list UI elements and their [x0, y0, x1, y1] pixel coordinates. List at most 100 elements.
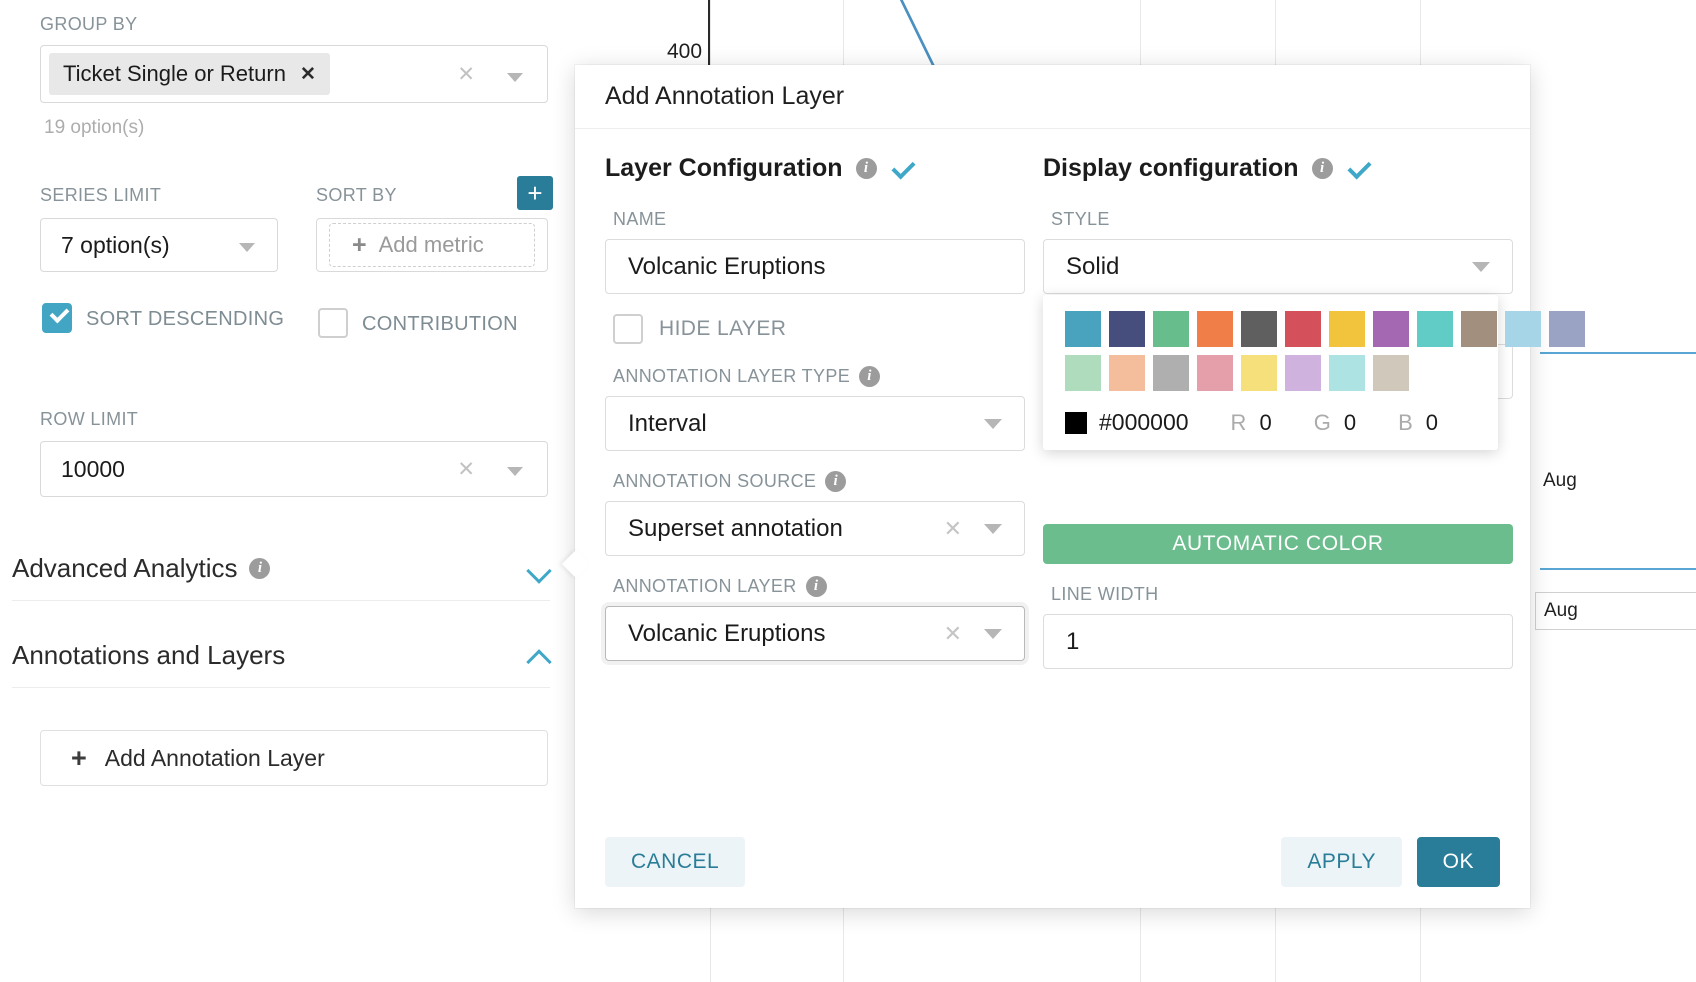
display-configuration-title: Display configuration: [1043, 154, 1299, 182]
color-swatch-pastel-0[interactable]: [1065, 355, 1101, 391]
color-swatch-pastel-6[interactable]: [1329, 355, 1365, 391]
color-swatch-primary-11[interactable]: [1549, 311, 1585, 347]
series-limit-select[interactable]: 7 option(s): [40, 218, 278, 272]
annotation-source-label: ANNOTATION SOURCE: [613, 471, 817, 491]
annotation-layer-value: Volcanic Eruptions: [628, 619, 826, 647]
color-swatch-primary-10[interactable]: [1505, 311, 1541, 347]
checkbox-icon[interactable]: [42, 303, 72, 333]
group-by-select[interactable]: Ticket Single or Return ✕ ✕: [40, 45, 548, 103]
annotation-layer-type-select[interactable]: Interval: [605, 396, 1025, 451]
rgb-red-group: R 0: [1231, 410, 1272, 436]
color-swatch-icon: [1065, 411, 1087, 434]
color-swatch-row-pastel[interactable]: [1043, 355, 1498, 399]
color-swatch-pastel-3[interactable]: [1197, 355, 1233, 391]
add-metric-dropzone[interactable]: + Add metric: [329, 223, 535, 267]
info-icon[interactable]: i: [859, 366, 881, 387]
info-icon[interactable]: i: [249, 558, 271, 579]
color-swatch-primary-4[interactable]: [1241, 311, 1277, 347]
color-swatch-pastel-5[interactable]: [1285, 355, 1321, 391]
rgb-red-label: R: [1230, 409, 1247, 435]
hide-layer-checkbox-row[interactable]: HIDE LAYER: [613, 314, 1025, 344]
row-limit-select[interactable]: 10000 ✕: [40, 441, 548, 497]
annotation-source-select[interactable]: Superset annotation ✕: [605, 501, 1025, 556]
color-swatch-primary-6[interactable]: [1329, 311, 1365, 347]
selected-hex-value: #000000: [1099, 409, 1189, 435]
color-picker-popover[interactable]: #000000 R 0 G 0 B 0: [1043, 295, 1585, 450]
apply-button[interactable]: APPLY: [1281, 837, 1402, 887]
line-width-input[interactable]: 1: [1043, 614, 1513, 669]
caret-down-icon[interactable]: [984, 523, 1002, 534]
close-icon[interactable]: ✕: [457, 62, 475, 86]
close-icon[interactable]: ✕: [943, 515, 962, 541]
close-icon[interactable]: ✕: [299, 63, 316, 85]
caret-down-icon[interactable]: [239, 243, 255, 252]
color-swatch-pastel-7[interactable]: [1373, 355, 1409, 391]
group-by-option-hint: 19 option(s): [44, 117, 145, 138]
color-swatch-primary-3[interactable]: [1197, 311, 1233, 347]
annotation-layer-label: ANNOTATION LAYER: [613, 576, 797, 596]
info-icon[interactable]: i: [805, 576, 827, 597]
layer-configuration-title: Layer Configuration: [605, 154, 843, 182]
series-limit-label: SERIES LIMIT: [40, 185, 162, 205]
color-swatch-primary-0[interactable]: [1065, 311, 1101, 347]
sort-by-select[interactable]: + Add metric: [316, 218, 548, 272]
sort-descending-checkbox-row[interactable]: SORT DESCENDING: [42, 303, 292, 335]
close-icon[interactable]: ✕: [943, 620, 962, 646]
add-sort-by-button[interactable]: +: [517, 176, 553, 210]
color-swatch-primary-7[interactable]: [1373, 311, 1409, 347]
checkbox-icon[interactable]: [318, 308, 348, 338]
rgb-green-group: G 0: [1314, 410, 1356, 436]
row-limit-value: 10000: [61, 455, 125, 482]
color-swatch-primary-1[interactable]: [1109, 311, 1145, 347]
layer-configuration-column: Layer Configuration i NAME Volcanic Erup…: [605, 129, 1025, 681]
color-swatch-primary-5[interactable]: [1285, 311, 1321, 347]
plus-icon: +: [71, 742, 87, 773]
caret-down-icon[interactable]: [1472, 261, 1490, 272]
plus-icon: +: [352, 230, 367, 259]
ok-button[interactable]: OK: [1416, 837, 1500, 887]
info-icon[interactable]: i: [825, 471, 847, 492]
sort-descending-label: SORT DESCENDING: [86, 308, 285, 330]
caret-down-icon[interactable]: [984, 418, 1002, 429]
annotation-layer-type-label: ANNOTATION LAYER TYPE: [613, 366, 851, 386]
color-swatch-primary-8[interactable]: [1417, 311, 1453, 347]
add-annotation-layer-modal: Add Annotation Layer Layer Configuration…: [561, 65, 1585, 908]
add-annotation-layer-button[interactable]: + Add Annotation Layer: [40, 730, 548, 786]
contribution-checkbox-row[interactable]: CONTRIBUTION: [318, 308, 518, 340]
chevron-down-icon[interactable]: [528, 558, 550, 580]
line-width-field-label: LINE WIDTH: [1051, 584, 1159, 604]
style-select[interactable]: Solid: [1043, 239, 1513, 294]
style-value: Solid: [1066, 252, 1120, 280]
cancel-button[interactable]: CANCEL: [605, 837, 746, 887]
modal-body: Layer Configuration i NAME Volcanic Erup…: [561, 129, 1585, 849]
check-icon: [890, 157, 914, 181]
hide-layer-label: HIDE LAYER: [659, 317, 787, 340]
caret-down-icon[interactable]: [507, 73, 523, 82]
group-by-tag[interactable]: Ticket Single or Return ✕: [49, 53, 330, 95]
color-swatch-row-primary[interactable]: [1043, 311, 1585, 355]
annotation-layer-select[interactable]: Volcanic Eruptions ✕: [605, 606, 1025, 661]
add-metric-label: Add metric: [378, 232, 484, 257]
modal-footer: CANCEL APPLY OK: [575, 815, 1530, 908]
style-field-label: STYLE: [1051, 209, 1110, 229]
section-annotations-and-layers[interactable]: Annotations and Layers: [12, 640, 550, 688]
info-icon[interactable]: i: [1311, 158, 1333, 179]
color-swatch-primary-9[interactable]: [1461, 311, 1497, 347]
caret-down-icon[interactable]: [507, 467, 523, 476]
info-icon[interactable]: i: [855, 158, 877, 179]
color-swatch-primary-2[interactable]: [1153, 311, 1189, 347]
contribution-label: CONTRIBUTION: [362, 313, 518, 335]
checkbox-icon[interactable]: [613, 314, 643, 344]
automatic-color-button[interactable]: AUTOMATIC COLOR: [1043, 524, 1513, 564]
section-advanced-analytics[interactable]: Advanced Analytics i: [12, 553, 550, 601]
name-input[interactable]: Volcanic Eruptions: [605, 239, 1025, 294]
color-swatch-pastel-2[interactable]: [1153, 355, 1189, 391]
color-swatch-pastel-1[interactable]: [1109, 355, 1145, 391]
line-width-value: 1: [1066, 627, 1080, 655]
close-icon[interactable]: ✕: [457, 457, 475, 481]
caret-down-icon[interactable]: [984, 628, 1002, 639]
chart-series-segment: [1540, 352, 1696, 354]
chevron-up-icon[interactable]: [528, 645, 550, 667]
color-swatch-pastel-4[interactable]: [1241, 355, 1277, 391]
annotation-layer-type-value: Interval: [628, 409, 707, 437]
